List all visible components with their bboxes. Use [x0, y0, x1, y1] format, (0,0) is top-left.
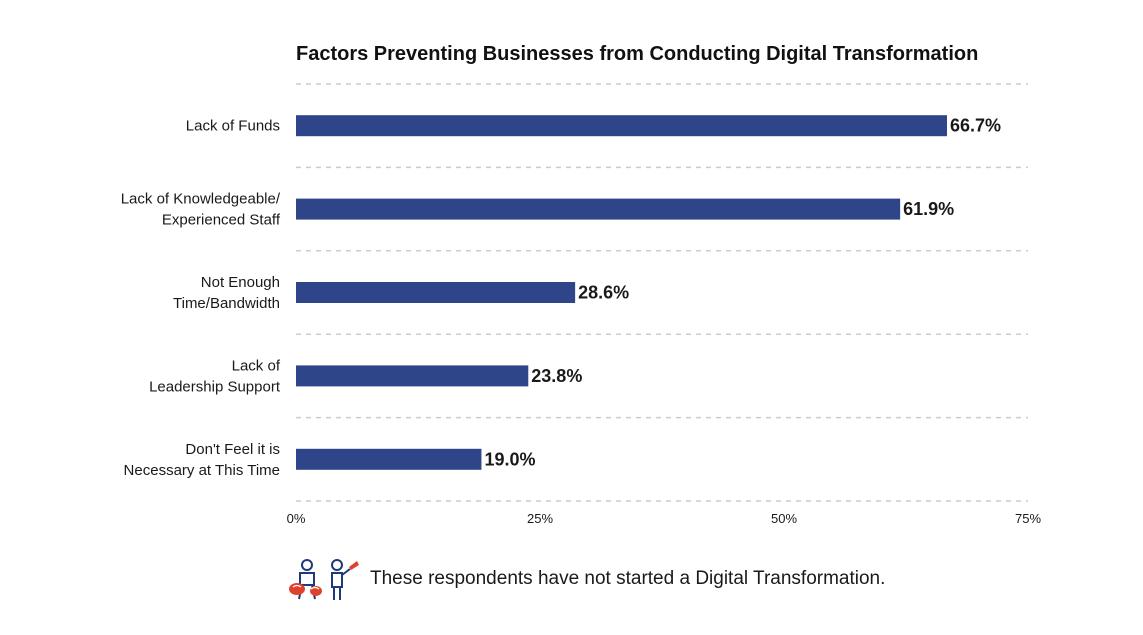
category-label: Not Enough Time/Bandwidth	[173, 274, 280, 312]
chart: Factors Preventing Businesses from Condu…	[121, 43, 1042, 526]
value-label: 66.7%	[950, 116, 1001, 136]
category-label: Lack of Funds	[186, 118, 280, 135]
chart-title: Factors Preventing Businesses from Condu…	[296, 43, 978, 65]
x-tick-label: 25%	[527, 511, 553, 526]
respondent-icons	[287, 557, 365, 601]
bar	[296, 365, 529, 387]
bar	[296, 115, 947, 137]
category-label: Lack of Leadership Support	[149, 357, 281, 395]
bar	[296, 198, 901, 220]
footer-note: These respondents have not started a Dig…	[287, 556, 885, 602]
value-label: 19.0%	[484, 449, 535, 469]
x-tick-label: 0%	[287, 511, 306, 526]
standing-person-icon	[331, 559, 359, 600]
bar	[296, 448, 482, 470]
category-label: Lack of Knowledgeable/Experienced Staff	[121, 191, 281, 229]
value-label: 23.8%	[531, 366, 582, 386]
category-label: Don't Feel it is Necessary at This Time	[124, 441, 280, 479]
footer-note-text: These respondents have not started a Dig…	[370, 568, 886, 589]
seated-person-icon	[289, 559, 322, 600]
bar	[296, 282, 576, 303]
x-tick-label: 50%	[771, 511, 797, 526]
value-label: 61.9%	[903, 199, 954, 219]
value-label: 28.6%	[578, 283, 629, 303]
bar-chart-svg: Factors Preventing Businesses from Condu…	[121, 43, 1042, 526]
x-tick-label: 75%	[1015, 511, 1041, 526]
